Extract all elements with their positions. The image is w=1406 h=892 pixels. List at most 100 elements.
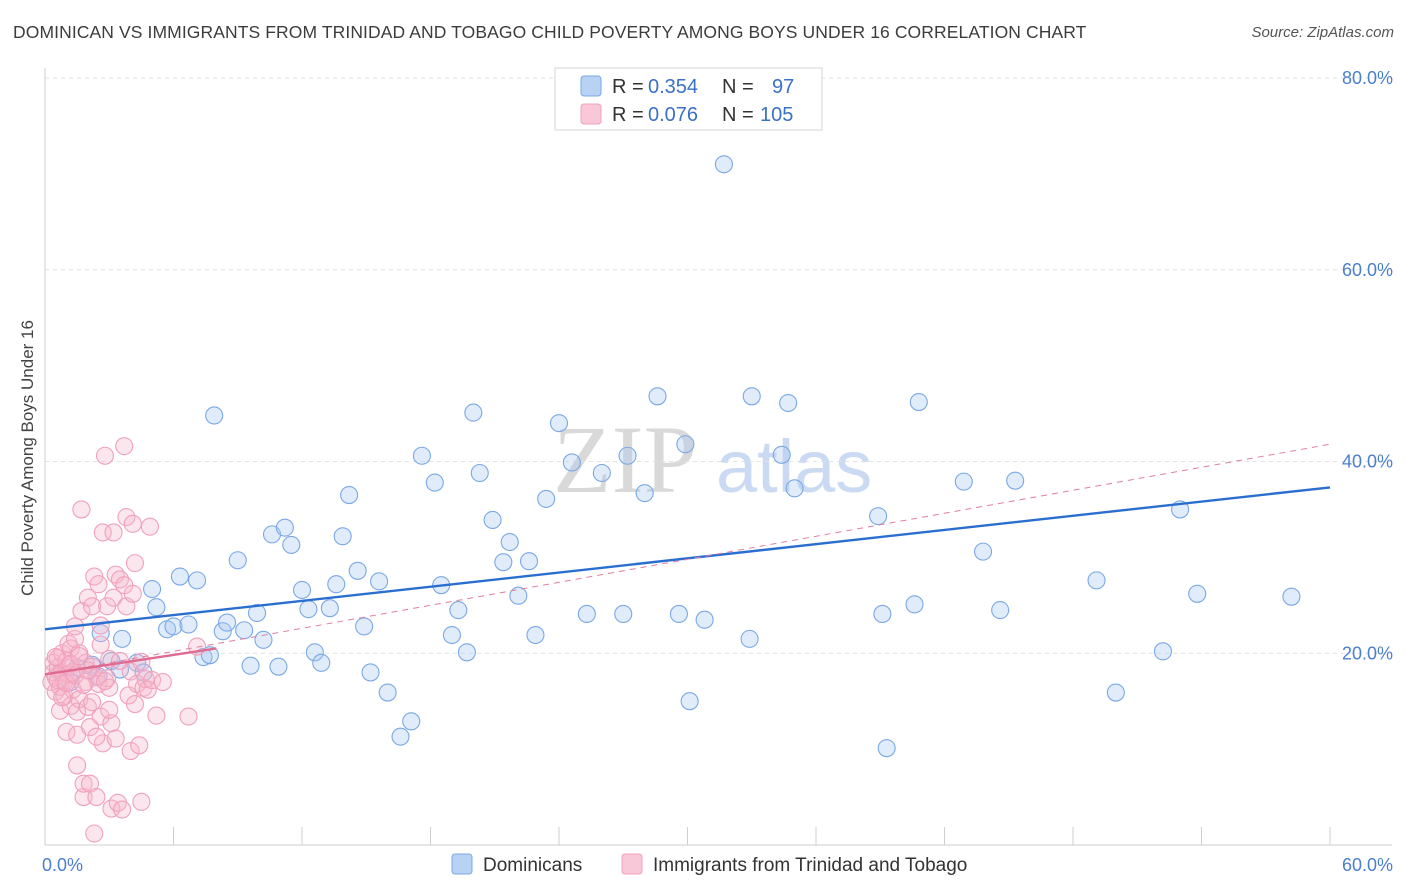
point-trinidad [87,788,106,807]
point-dominicans [464,403,483,422]
point-trinidad [125,554,144,573]
point-dominicans [370,572,389,591]
point-dominicans [1188,584,1207,603]
legend-n-label: N = [722,76,754,98]
point-trinidad [70,647,89,666]
point-trinidad [91,635,110,654]
point-dominicans [449,601,468,620]
legend-r-value-dominicans: 0.354 [648,76,698,98]
y-tick-label: 40.0% [1342,452,1393,472]
point-trinidad [123,584,142,603]
point-dominicans [312,653,331,672]
point-dominicans [676,435,695,454]
y-tick-label: 80.0% [1342,68,1393,88]
x-tick-label: 60.0% [1342,855,1393,875]
point-trinidad [153,672,172,692]
point-trinidad [91,616,110,635]
point-dominicans [348,561,367,580]
point-trinidad [74,675,93,694]
point-dominicans [179,615,198,634]
legend-n-value-trinidad: 105 [760,104,793,126]
point-trinidad [123,514,142,533]
point-dominicans [402,712,421,731]
point-dominicans [333,527,352,546]
bottom-legend-swatch-trinidad [621,853,643,875]
point-trinidad [147,706,166,725]
point-trinidad [83,693,102,712]
tick-labels: 20.0% 40.0% 60.0% 80.0% 0.0% 60.0% [42,68,1393,875]
point-trinidad [125,695,144,714]
chart-title: DOMINICAN VS IMMIGRANTS FROM TRINIDAD AN… [13,22,1087,42]
legend-r-value-trinidad: 0.076 [648,104,698,126]
point-dominicans [228,551,247,570]
point-dominicans [254,630,273,649]
point-dominicans [779,393,798,413]
point-trinidad [140,517,159,536]
point-dominicans [217,613,237,632]
point-dominicans [425,473,444,492]
point-trinidad [78,661,97,680]
point-dominicans [742,387,761,406]
point-trinidad [72,500,91,519]
point-dominicans [562,453,581,472]
point-dominicans [412,446,431,465]
point-dominicans [269,657,288,676]
point-dominicans [213,622,232,641]
data-points [42,155,1301,843]
point-trinidad [106,729,125,748]
point-dominicans [669,604,688,623]
point-dominicans [305,643,324,662]
point-trinidad [83,597,102,616]
point-dominicans [500,532,519,552]
point-trinidad [87,727,106,746]
y-tick-label: 60.0% [1342,260,1393,280]
chart-source: Source: ZipAtlas.com [1251,24,1394,41]
point-trinidad [138,680,157,699]
watermark-atlas: atlas [716,425,872,508]
point-dominicans [618,446,637,465]
y-tick-label: 20.0% [1342,643,1393,663]
point-dominicans [973,542,993,561]
point-trinidad [104,588,123,607]
point-dominicans [873,604,892,623]
point-dominicans [205,406,224,425]
point-dominicans [577,604,596,623]
point-dominicans [164,617,183,636]
point-dominicans [614,604,633,623]
point-dominicans [188,571,207,590]
point-dominicans [457,643,476,662]
point-dominicans [549,414,569,433]
point-dominicans [519,552,539,571]
point-trinidad [78,588,97,607]
point-trinidad [113,800,132,819]
point-dominicans [378,683,397,702]
point-dominicans [113,629,132,648]
point-trinidad [104,523,123,542]
point-dominicans [194,648,213,667]
trend-line-trinidad [44,647,217,676]
point-dominicans [537,489,556,508]
point-dominicans [320,599,339,618]
point-trinidad [117,508,136,527]
point-dominicans [1106,683,1125,702]
legend-n-label: N = [722,104,754,126]
point-dominicans [147,598,166,617]
point-dominicans [680,692,699,711]
point-dominicans [909,393,928,412]
point-dominicans [991,601,1010,620]
point-dominicans [275,518,294,537]
point-dominicans [361,663,380,682]
point-trinidad [74,774,93,793]
point-dominicans [299,600,318,619]
trend-line-trinidad-dashed [44,443,1331,675]
bottom-legend-swatch-dominicans [451,853,473,875]
point-trinidad [53,688,72,707]
point-dominicans [327,575,346,594]
point-dominicans [470,463,489,483]
point-dominicans [954,472,973,491]
point-dominicans [241,656,260,675]
point-dominicans [877,739,896,758]
series-legend: Dominicans Immigrants from Trinidad and … [451,853,967,876]
point-trinidad [65,629,85,648]
